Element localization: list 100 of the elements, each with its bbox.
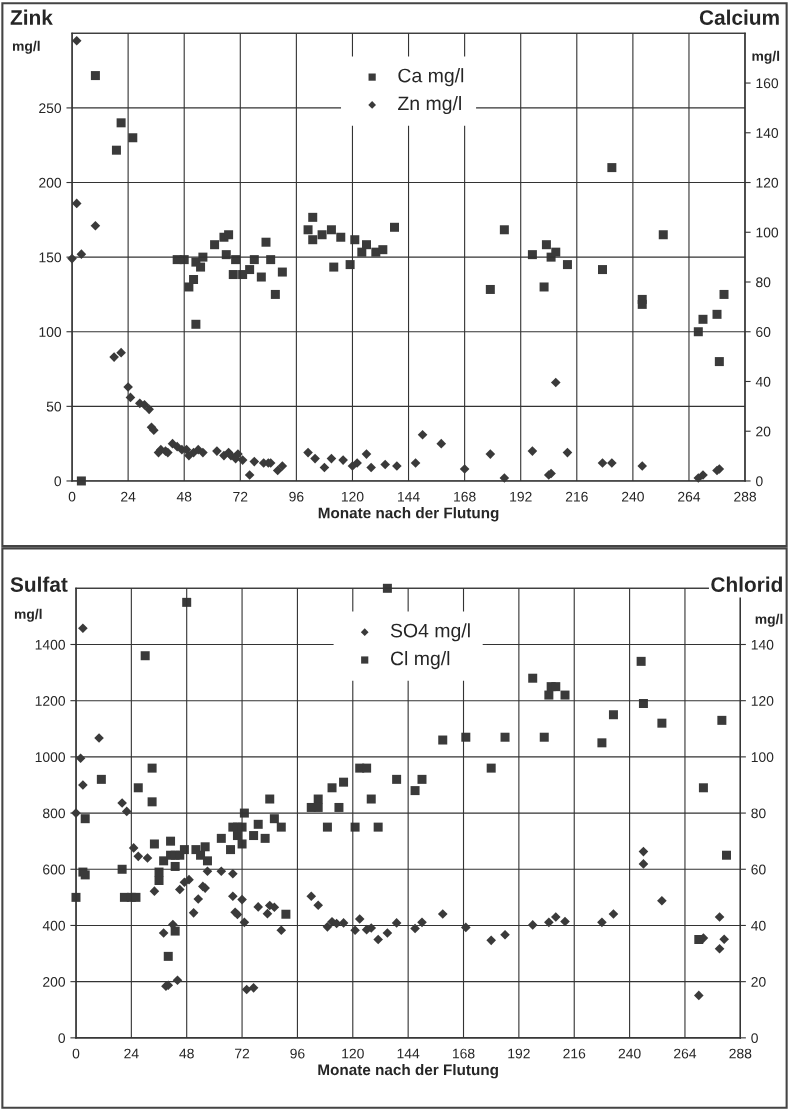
x-tick-label: 144 (397, 1048, 420, 1059)
y2-tick-label: 40 (755, 376, 771, 387)
x-tick-label: 216 (565, 491, 588, 502)
point (637, 299, 647, 309)
x-tick-label: 48 (176, 491, 192, 502)
y2-tick-label: 100 (751, 752, 774, 763)
y-axis-title: Sulfat (10, 576, 68, 592)
point (361, 240, 371, 250)
y2-tick-label: 100 (756, 227, 779, 238)
x-tick-label: 168 (454, 491, 476, 502)
y2-tick-label: 40 (751, 920, 766, 931)
y2-tick-label: 80 (756, 277, 771, 288)
y-tick-label: 600 (43, 864, 66, 875)
x-tick-label: 192 (508, 1048, 530, 1059)
point (539, 282, 549, 292)
legend-label: Zn mg/l (398, 95, 461, 115)
x-tick-label: 96 (289, 491, 304, 502)
y-tick-label: 150 (39, 252, 62, 263)
y-tick-label: 200 (43, 976, 66, 987)
point (598, 265, 607, 275)
y-tick-label: 250 (39, 103, 62, 114)
point (224, 230, 234, 240)
point (326, 225, 336, 235)
y2-tick-label: 120 (751, 696, 774, 706)
point (336, 232, 346, 242)
y2-tick-label: 20 (756, 426, 771, 437)
point (277, 267, 287, 277)
y-tick-label: 400 (42, 920, 66, 931)
point (719, 289, 729, 299)
y2-tick-label: 80 (751, 808, 766, 819)
y-tick-label: 200 (39, 177, 62, 188)
x-tick-label: 24 (124, 1048, 139, 1059)
x-axis-title: Monate nach der Flutung (318, 1063, 498, 1079)
y-tick-label: 1400 (35, 639, 66, 650)
point (658, 230, 668, 240)
point (303, 225, 313, 235)
point (191, 319, 201, 329)
x-tick-label: 96 (290, 1048, 305, 1059)
x-tick-label: 288 (734, 491, 757, 502)
y2-tick-label: 20 (751, 976, 766, 987)
x-tick-label: 144 (398, 491, 420, 502)
y-tick-label: 800 (43, 808, 66, 819)
point (256, 272, 266, 282)
y-axis-title: Zink (10, 9, 53, 25)
x-tick-label: 192 (510, 491, 532, 502)
y2-tick-label: 0 (751, 1033, 758, 1044)
point (261, 237, 271, 247)
y2-tick-label: 120 (756, 177, 779, 188)
y-tick-label: 0 (54, 476, 62, 487)
point (378, 245, 388, 255)
y-tick-label: 1000 (35, 752, 66, 763)
y2-axis-title: Calcium (699, 9, 779, 25)
point (607, 163, 617, 173)
x-tick-label: 240 (622, 491, 644, 502)
x-tick-label: 264 (674, 1048, 697, 1059)
point (210, 240, 220, 250)
y2-axis-title: Chlorid (711, 576, 782, 592)
y2-tick-label: 140 (756, 128, 779, 138)
y-tick-label: 0 (58, 1033, 66, 1044)
point (196, 262, 206, 272)
point (562, 260, 572, 270)
x-tick-label: 240 (618, 1048, 641, 1059)
point (698, 314, 708, 324)
point (714, 357, 724, 367)
y2-tick-label: 60 (751, 864, 766, 875)
text: mg/l (755, 613, 783, 627)
point (245, 265, 255, 275)
point (228, 270, 238, 280)
x-tick-label: 288 (729, 1048, 752, 1059)
legend-label: SO4 mg/l (390, 623, 470, 642)
point (712, 309, 722, 319)
x-tick-label: 72 (235, 1048, 250, 1059)
x-tick-label: 168 (452, 1048, 475, 1059)
point (308, 212, 318, 222)
x-tick-label: 264 (678, 491, 701, 502)
x-tick-label: 0 (72, 1048, 80, 1059)
y2-tick-label: 160 (756, 78, 779, 89)
y2-tick-label: 140 (751, 639, 774, 650)
text: mg/l (752, 50, 780, 64)
x-tick-label: 48 (179, 1048, 194, 1059)
x-tick-label: 72 (233, 491, 248, 502)
text: mg/l (14, 608, 42, 622)
point (116, 118, 126, 128)
x-tick-label: 0 (68, 491, 76, 502)
point (308, 235, 318, 245)
x-axis-title: Monate nach der Flutung (318, 507, 499, 522)
x-tick-label: 120 (342, 1048, 364, 1059)
y2-tick-label: 0 (756, 476, 763, 487)
y-tick-label: 1200 (35, 696, 66, 706)
x-tick-label: 216 (563, 1048, 586, 1059)
point (390, 222, 400, 232)
legend-label: Ca mg/l (398, 68, 464, 87)
point (329, 262, 339, 272)
y2-tick-label: 60 (756, 327, 771, 337)
point (270, 289, 280, 299)
point (485, 284, 495, 294)
point (189, 275, 199, 285)
point (317, 230, 327, 240)
x-tick-label: 120 (341, 491, 364, 502)
text: mg/l (12, 40, 40, 54)
